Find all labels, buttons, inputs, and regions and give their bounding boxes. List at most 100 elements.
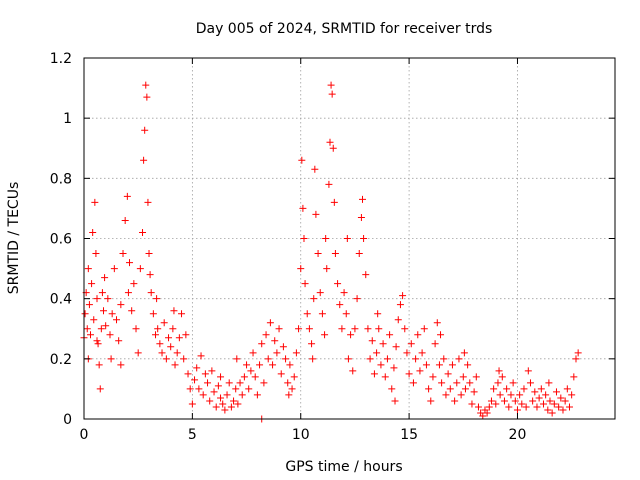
data-point: [390, 364, 398, 372]
data-point: [171, 361, 179, 369]
data-point: [141, 126, 149, 134]
data-point: [247, 367, 255, 375]
data-point: [227, 403, 235, 411]
data-point: [199, 391, 207, 399]
data-point: [487, 397, 495, 405]
data-point: [370, 370, 378, 378]
data-point: [442, 391, 450, 399]
data-point: [383, 355, 391, 363]
data-point: [405, 370, 413, 378]
data-point: [84, 265, 92, 273]
data-point: [153, 295, 161, 303]
data-point: [492, 400, 500, 408]
data-point: [285, 391, 293, 399]
data-point: [500, 397, 508, 405]
data-point: [93, 337, 101, 345]
data-point: [88, 280, 96, 288]
data-point: [162, 355, 170, 363]
data-point: [440, 355, 448, 363]
data-point: [83, 325, 91, 333]
data-point: [170, 307, 178, 315]
data-point: [524, 367, 532, 375]
data-point: [539, 400, 547, 408]
y-axis-label: SRMTID / TECUs: [6, 182, 22, 295]
data-point: [301, 280, 309, 288]
data-point: [204, 379, 212, 387]
data-point: [249, 349, 257, 357]
data-point: [96, 385, 104, 393]
data-point: [391, 397, 399, 405]
data-point: [108, 310, 116, 318]
data-point: [429, 373, 437, 381]
data-point: [379, 340, 387, 348]
data-point: [574, 349, 582, 357]
data-point: [529, 397, 537, 405]
data-point: [474, 403, 482, 411]
data-point: [240, 373, 248, 381]
data-point: [374, 310, 382, 318]
data-point: [570, 373, 578, 381]
data-point: [98, 289, 106, 297]
data-point: [353, 295, 361, 303]
data-point: [102, 322, 110, 330]
data-point: [186, 385, 194, 393]
data-point: [555, 403, 563, 411]
data-point: [284, 379, 292, 387]
data-point: [495, 367, 503, 375]
data-point: [223, 391, 231, 399]
data-point: [498, 373, 506, 381]
data-point: [420, 325, 428, 333]
tick-labels: 0 5 10 15 20 0 0.2 0.4 0.6 0.8 1 1.2: [50, 51, 527, 443]
data-point: [561, 397, 569, 405]
data-point: [351, 325, 359, 333]
data-point: [225, 379, 233, 387]
data-point: [322, 235, 330, 242]
y-tick-label: 1.2: [50, 51, 72, 67]
data-point: [328, 90, 336, 98]
data-point: [340, 289, 348, 297]
x-axis-label: GPS time / hours: [285, 459, 402, 475]
data-point: [271, 337, 279, 345]
data-point: [146, 271, 154, 279]
data-point: [300, 235, 308, 242]
data-point: [368, 337, 376, 345]
data-point: [533, 403, 541, 411]
data-point: [212, 403, 220, 411]
data-point: [433, 319, 441, 327]
data-point: [214, 382, 222, 390]
data-point: [152, 331, 160, 339]
data-point: [169, 325, 177, 333]
data-point: [217, 373, 225, 381]
data-point: [373, 349, 381, 357]
data-point: [355, 250, 363, 258]
data-point: [230, 397, 238, 405]
data-point: [518, 400, 526, 408]
data-point: [399, 292, 407, 300]
data-point: [552, 388, 560, 396]
data-point: [286, 361, 294, 369]
data-point: [158, 349, 166, 357]
data-point: [288, 385, 296, 393]
data-point: [245, 385, 253, 393]
data-point: [298, 156, 306, 164]
data-point: [329, 144, 337, 152]
data-point: [479, 412, 487, 420]
data-point: [425, 385, 433, 393]
data-point: [331, 250, 339, 258]
data-point: [142, 81, 150, 89]
data-point: [550, 400, 558, 408]
data-point: [136, 265, 144, 273]
data-point: [381, 373, 389, 381]
data-point: [509, 379, 517, 387]
data-point: [507, 391, 515, 399]
data-point: [178, 310, 186, 318]
data-point: [522, 403, 530, 411]
data-point: [145, 250, 153, 258]
data-point: [312, 210, 320, 218]
x-tick-label: 15: [400, 427, 418, 443]
data-point: [117, 301, 125, 309]
data-point: [453, 379, 461, 387]
data-point: [297, 265, 305, 273]
data-point: [93, 295, 101, 303]
data-point: [160, 319, 168, 327]
